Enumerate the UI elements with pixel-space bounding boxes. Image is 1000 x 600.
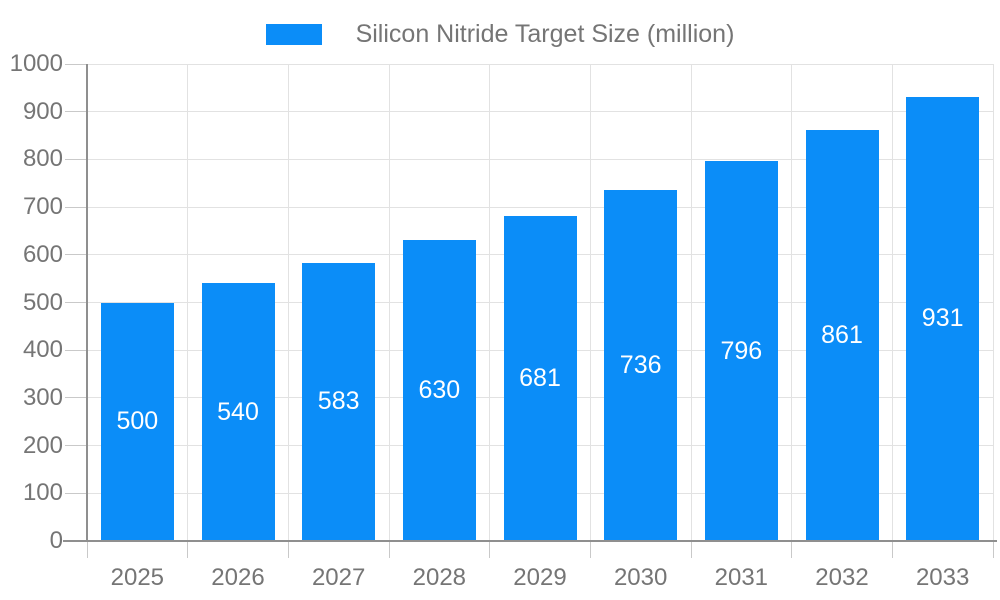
y-axis-tick <box>65 349 87 351</box>
h-gridline <box>87 158 993 160</box>
x-axis-label-2032: 2032 <box>815 564 869 591</box>
x-axis-label-2033: 2033 <box>915 564 970 591</box>
legend-swatch <box>265 24 322 45</box>
y-axis-label: 600 <box>22 240 63 268</box>
x-axis-tick <box>187 541 189 558</box>
v-gridline <box>287 64 289 541</box>
bar-value-label: 796 <box>720 336 763 365</box>
y-axis-tick <box>65 111 87 113</box>
bar-2031[interactable]: 796 <box>704 161 778 541</box>
bar-value-label: 861 <box>821 321 863 350</box>
y-axis-label: 300 <box>22 383 63 411</box>
y-axis-label: 500 <box>22 288 63 316</box>
x-axis-label-2030: 2030 <box>613 564 668 591</box>
x-axis-label-2027: 2027 <box>311 564 366 591</box>
y-axis-tick <box>65 206 87 208</box>
x-axis-tick <box>388 541 390 558</box>
h-gridline <box>87 63 993 65</box>
y-axis-tick <box>65 158 87 160</box>
x-axis-label-2028: 2028 <box>412 564 467 591</box>
v-gridline <box>489 64 491 541</box>
bar-value-label: 500 <box>116 407 159 436</box>
y-axis-tick <box>65 445 87 447</box>
y-axis-tick <box>65 397 87 399</box>
bar-2026[interactable]: 540 <box>201 283 275 541</box>
v-gridline <box>690 64 692 541</box>
y-axis-label: 800 <box>22 145 63 173</box>
x-axis-tick <box>86 541 88 558</box>
bar-value-label: 630 <box>418 376 461 405</box>
x-axis-label-2025: 2025 <box>110 564 165 591</box>
bar-2025[interactable]: 500 <box>100 302 174 541</box>
bar-value-label: 931 <box>921 304 964 333</box>
bar-2029[interactable]: 681 <box>503 216 577 541</box>
y-axis-line <box>86 64 88 542</box>
y-axis-label: 100 <box>22 479 63 507</box>
x-axis-line <box>63 540 997 542</box>
y-axis-tick <box>65 63 87 65</box>
bar-2030[interactable]: 736 <box>604 189 678 541</box>
v-gridline <box>388 64 390 541</box>
plot-area: 0 100 200 300 400 500 600 700 800 900 1000 500 540 58… <box>10 51 997 591</box>
bar-value-label: 736 <box>619 350 662 379</box>
y-axis-label: 0 <box>49 527 63 554</box>
x-axis-tick <box>589 541 591 558</box>
x-axis-tick <box>992 541 994 558</box>
y-axis-tick <box>65 302 87 303</box>
y-axis-label: 900 <box>22 97 63 125</box>
bar-value-label: 681 <box>519 364 561 393</box>
y-axis-label: 400 <box>22 336 63 364</box>
x-axis-tick <box>489 541 491 558</box>
bar-2033[interactable]: 931 <box>906 96 980 541</box>
x-axis-label-2026: 2026 <box>211 564 265 591</box>
y-axis-tick <box>65 254 87 256</box>
bar-2028[interactable]: 630 <box>402 240 476 541</box>
bar-value-label: 540 <box>217 397 259 426</box>
bar-2032[interactable]: 861 <box>805 130 879 541</box>
legend-label: Silicon Nitride Target Size (million) <box>355 20 735 48</box>
h-gridline <box>87 111 993 113</box>
x-axis-label-2029: 2029 <box>513 564 567 591</box>
x-axis-tick <box>891 541 893 558</box>
v-gridline <box>187 64 189 541</box>
v-gridline <box>891 64 893 541</box>
y-axis-label: 700 <box>22 193 63 221</box>
x-axis-tick <box>791 541 793 558</box>
legend[interactable]: Silicon Nitride Target Size (million) <box>0 20 1000 49</box>
bar-value-label: 583 <box>317 387 360 416</box>
x-axis-tick <box>690 541 692 558</box>
x-axis-label-2031: 2031 <box>714 564 769 591</box>
v-gridline <box>791 64 793 541</box>
bar-2027[interactable]: 583 <box>302 262 376 541</box>
v-gridline <box>992 64 994 541</box>
h-gridline <box>87 206 993 208</box>
y-axis-label: 200 <box>22 431 63 459</box>
y-axis-tick <box>65 492 87 494</box>
y-axis-label: 1000 <box>9 50 63 77</box>
x-axis-tick <box>287 541 289 558</box>
v-gridline <box>589 64 591 541</box>
